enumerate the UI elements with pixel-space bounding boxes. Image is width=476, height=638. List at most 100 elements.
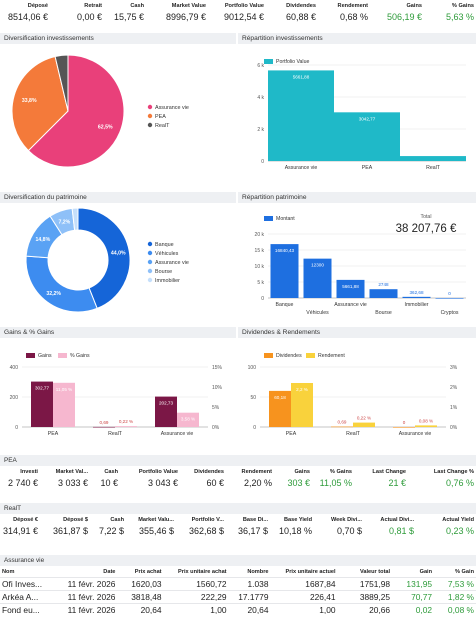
y-tick-label: 15 k (255, 248, 265, 254)
legend-swatch (147, 268, 153, 274)
realt-title: RealT (0, 503, 476, 514)
realt-value-actual-div: 0,81 $ (388, 525, 414, 536)
summary-header: Retrait (84, 3, 102, 9)
panel-title-rep-patrimoine: Répartition patrimoine (238, 192, 476, 203)
legend-label: Bourse (155, 269, 172, 275)
legend-swatch (147, 113, 153, 119)
chart-rep-patrimoine: 0 5 k 10 k 15 k 20 k 16840,43 Banque 12300 Véhic… (255, 214, 466, 316)
assurance-header: Date (103, 569, 116, 576)
table-row[interactable]: Fond eu... 11 févr. 2026 20,64 1,00 20,6… (0, 602, 476, 616)
x-tick-label: PEA (48, 431, 59, 437)
legend-swatch (26, 353, 35, 358)
y-tick-label: 4 k (257, 95, 264, 101)
y2-tick-label: 10% (212, 385, 223, 391)
y-tick-label: 5 k (257, 280, 264, 286)
legend-swatch (147, 104, 153, 110)
pea-header: Portfolio Value (138, 469, 178, 475)
summary-header: Gains (406, 3, 422, 9)
realt-header: Déposé $ (63, 517, 88, 523)
bar-data-label: 202,73 (159, 401, 173, 406)
chart-div-patrimoine: 44,0% 32,2% 14,8% 7,2% Banque Véhicules Assura… (25, 207, 189, 313)
bar--gains (115, 426, 137, 427)
y-tick-label: 6 k (257, 63, 264, 69)
x-tick-label: PEA (286, 431, 297, 437)
pea-value-pct-gains: 11,05 % (319, 477, 352, 488)
bar-gains (93, 426, 115, 428)
legend-label: RealT (155, 123, 170, 129)
assurance-header: Valeur total (359, 569, 391, 576)
summary-header: Déposé (27, 3, 48, 9)
chart-dividendes: 0 50 100 0% 1% 2% 3% 60,18 2,2 % PEA 0,69 0,22 % Rea… (248, 353, 458, 437)
chart-div-invest: 62,5% 33,8% Assurance vie PEA RealT (11, 54, 189, 168)
cell: 1751,98 (337, 576, 393, 590)
bar-rendement (415, 425, 437, 427)
summary-value-pct-gains: 5,63 % (445, 11, 474, 22)
pea-header: Dividendes (194, 469, 224, 475)
cell-gain: 131,95 (392, 576, 435, 590)
y-tick-label: 2 k (257, 127, 264, 133)
y-tick-label: 50 (250, 395, 256, 401)
cell: 226,41 (270, 589, 338, 603)
realt-value: 36,17 $ (237, 525, 268, 536)
cell-pct-gain: 0,08 % (434, 602, 476, 616)
realt-value: 361,87 $ (52, 525, 88, 536)
bar-data-label: 0,22 % (119, 419, 133, 424)
cell-nom: Arkéa A... (0, 589, 53, 603)
summary-value: 0,00 € (76, 11, 102, 22)
pea-value-gains: 303 € (287, 477, 310, 488)
realt-header: Base Di... (242, 517, 268, 523)
cell-nom: Fond eu... (0, 602, 53, 616)
realt-value: 10,18 % (278, 525, 312, 536)
pea-value: 3 033 € (57, 477, 88, 488)
bar-data-label: 0,22 % (357, 416, 371, 421)
bar-data-label: 11,05 % (56, 387, 73, 392)
y-tick-label: 0 (15, 425, 18, 431)
pea-header: Market Val... (55, 469, 88, 475)
cell-gain: 0,02 (392, 602, 435, 616)
cell: 1560,72 (163, 576, 229, 590)
pea-header: Rendement (241, 469, 272, 475)
legend-label: % Gains (70, 353, 90, 359)
cell-gain: 70,77 (392, 589, 435, 603)
y-tick-label: 100 (248, 365, 257, 371)
summary-table: Déposé Retrait Cash Market Value Portfol… (0, 2, 476, 23)
pea-value: 2,20 % (243, 477, 272, 488)
table-row[interactable]: Arkéa A... 11 févr. 2026 3818,48 222,29 … (0, 589, 476, 603)
table-row[interactable]: Ofi Inves... 11 févr. 2026 1620,03 1560,… (0, 576, 476, 590)
total-value: 38 207,76 € (396, 223, 457, 235)
pie-slice-assurance-vie (27, 54, 125, 168)
legend-label: Véhicules (155, 251, 179, 257)
assurance-header: Prix unitaire achat (178, 569, 227, 576)
panel-title-rep-invest: Répartition investissements (238, 33, 476, 44)
y2-tick-label: 2% (450, 385, 458, 391)
realt-header: Base Yield (284, 517, 312, 523)
bar-portfolio-value (334, 112, 400, 161)
bar-data-label: 2,2 % (296, 387, 308, 392)
cell-date: 11 févr. 2026 (52, 576, 118, 590)
realt-header: Actual Divi... (380, 517, 414, 523)
legend-swatch (147, 122, 153, 128)
realt-value: 362,68 $ (188, 525, 224, 536)
bar-data-label: 16840,43 (275, 248, 295, 253)
y-tick-label: 400 (10, 365, 19, 371)
x-tick-label: Assurance vie (285, 165, 318, 171)
y-tick-label: 0 (261, 296, 264, 302)
pea-value: 60 € (206, 477, 224, 488)
cell: 1620,03 (117, 576, 164, 590)
bar-montant (402, 296, 431, 298)
legend-swatch (264, 353, 273, 358)
bar-rendement (353, 422, 375, 427)
realt-header: Week Divi... (331, 517, 362, 523)
bar-data-label: 302,77 (35, 386, 49, 391)
bar-montant (369, 289, 398, 298)
pea-header: Last Change % (433, 469, 474, 475)
pea-header: Investi (20, 469, 38, 475)
realt-header: Market Valu... (138, 517, 174, 523)
summary-value: 60,88 € (285, 11, 316, 22)
panel-title-div-invest: Diversification investissements (0, 33, 236, 44)
cell-pct-gain: 7,53 % (434, 576, 476, 590)
legend-label: Dividendes (276, 353, 302, 359)
legend-swatch (58, 353, 67, 358)
pea-header: Gains (294, 469, 310, 475)
x-tick-label: Véhicules (306, 310, 329, 316)
